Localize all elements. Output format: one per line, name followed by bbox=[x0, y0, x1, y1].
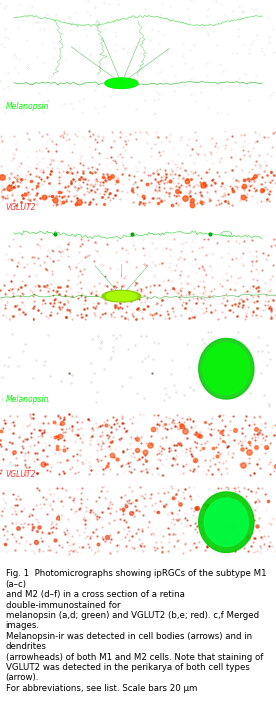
Text: VGLUT2: VGLUT2 bbox=[6, 203, 36, 212]
Text: Fig. 1  Photomicrographs showing ipRGCs of the subtype M1 (a–c)
and M2 (d–f) in : Fig. 1 Photomicrographs showing ipRGCs o… bbox=[6, 569, 266, 693]
Text: INL: INL bbox=[6, 226, 17, 232]
Text: GCL: GCL bbox=[6, 489, 20, 495]
Polygon shape bbox=[106, 291, 137, 300]
Polygon shape bbox=[203, 343, 250, 395]
Polygon shape bbox=[105, 78, 138, 88]
Text: INL: INL bbox=[6, 121, 17, 127]
Polygon shape bbox=[199, 492, 254, 552]
Polygon shape bbox=[199, 339, 254, 399]
Text: e: e bbox=[6, 410, 12, 421]
Text: IPL: IPL bbox=[6, 41, 15, 47]
Text: f: f bbox=[6, 486, 10, 496]
Text: GCL: GCL bbox=[6, 339, 20, 345]
Text: VGLUT2: VGLUT2 bbox=[6, 470, 36, 479]
Text: GCL: GCL bbox=[6, 175, 20, 180]
Text: IPL: IPL bbox=[6, 144, 15, 151]
Text: Melanopsin: Melanopsin bbox=[6, 395, 49, 404]
Text: GCL: GCL bbox=[6, 415, 20, 421]
Text: b: b bbox=[6, 121, 13, 131]
Text: Melanopsin: Melanopsin bbox=[6, 102, 49, 111]
Text: GCL: GCL bbox=[6, 288, 20, 293]
Text: d: d bbox=[6, 334, 12, 344]
Polygon shape bbox=[106, 78, 137, 88]
Text: IPL: IPL bbox=[6, 252, 15, 257]
Text: INL: INL bbox=[6, 11, 17, 17]
Text: c: c bbox=[6, 221, 11, 231]
Polygon shape bbox=[102, 291, 141, 302]
Text: a: a bbox=[6, 6, 12, 16]
Text: GCL: GCL bbox=[6, 76, 20, 81]
Text: Merged: Merged bbox=[6, 549, 34, 559]
Polygon shape bbox=[204, 498, 248, 547]
Text: Merged: Merged bbox=[6, 317, 34, 326]
